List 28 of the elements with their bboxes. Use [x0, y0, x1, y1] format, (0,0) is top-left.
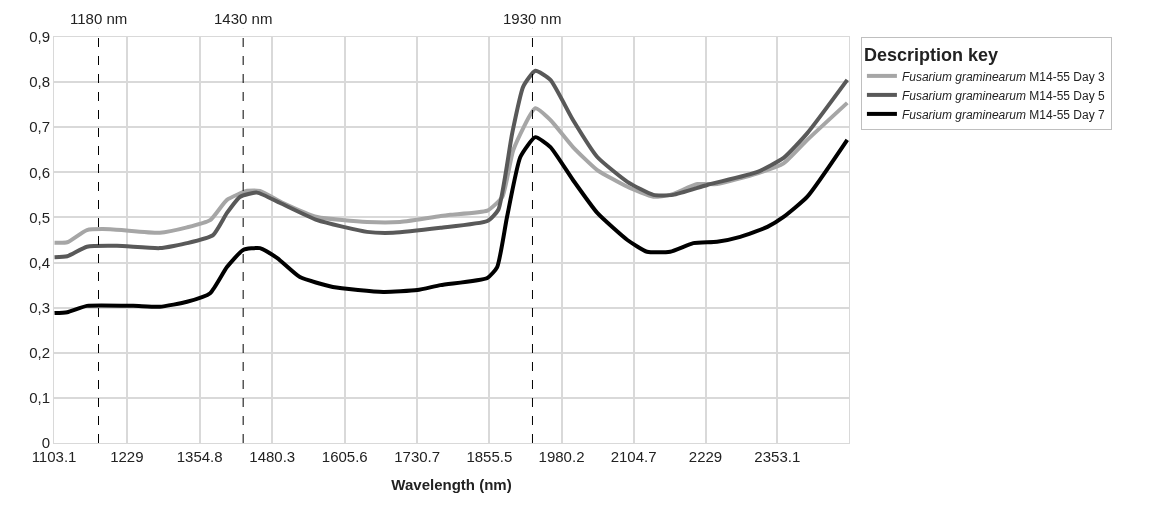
x-tick-label: 1980.2 — [538, 448, 585, 465]
x-tick-label: 1855.5 — [466, 448, 513, 465]
x-tick-label: 1480.3 — [249, 448, 296, 465]
x-tick-label: 2229 — [688, 448, 723, 465]
ref-line-label: 1930 nm — [503, 10, 562, 27]
y-tick-label: 0,9 — [29, 28, 50, 46]
y-tick-label: 0,6 — [29, 163, 50, 181]
legend-label: Fusarium graminearum M14-55 Day 5 — [901, 88, 1105, 103]
legend-title: Description key — [863, 45, 998, 66]
y-tick-label: 0,2 — [29, 344, 50, 362]
x-tick-label: 1605.6 — [321, 448, 368, 465]
x-tick-label: 1730.7 — [394, 448, 441, 465]
ref-line-label: 1430 nm — [214, 10, 273, 27]
x-axis-title: Wavelength (nm) — [391, 476, 512, 493]
y-tick-label: 0,1 — [29, 389, 50, 407]
x-tick-label: 1229 — [110, 448, 144, 465]
x-tick-label: 1354.8 — [176, 448, 223, 465]
y-tick-label: 0,4 — [29, 253, 50, 271]
line-series — [54, 68, 849, 260]
legend-label: Fusarium graminearum M14-55 Day 7 — [901, 107, 1105, 122]
y-tick-label: 0,7 — [29, 118, 50, 136]
y-tick-label: 0,5 — [29, 208, 50, 226]
y-tick-label: 0,8 — [29, 73, 50, 91]
x-tick-label: 2353.1 — [754, 448, 801, 465]
legend-label: Fusarium graminearum M14-55 Day 3 — [901, 69, 1105, 84]
x-tick-label: 2104.7 — [610, 448, 657, 465]
ref-line-label: 1180 nm — [70, 10, 128, 27]
y-tick-label: 0,3 — [29, 298, 50, 316]
